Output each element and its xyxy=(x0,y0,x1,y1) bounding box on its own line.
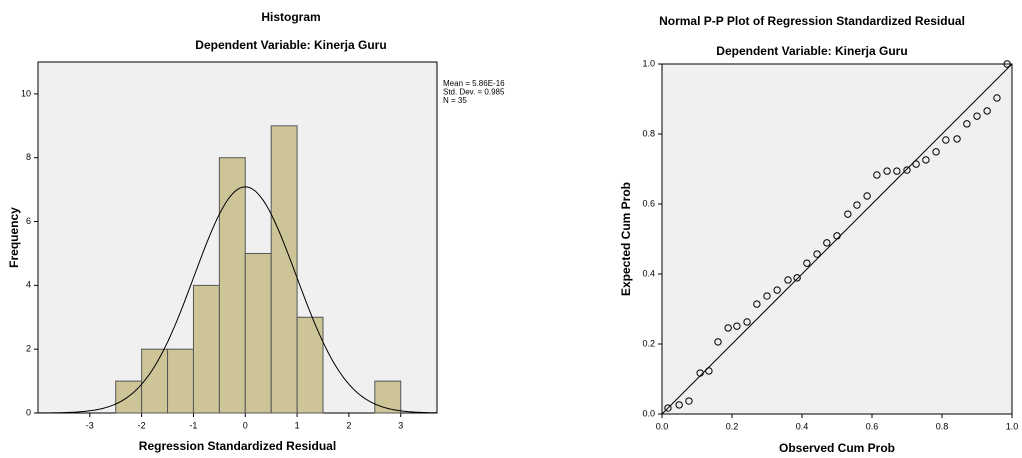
y-tick-label: 0.0 xyxy=(642,408,655,418)
x-tick-label: -2 xyxy=(138,420,146,430)
stat-label: N = 35 xyxy=(443,96,467,105)
x-tick-label: 1 xyxy=(295,420,300,430)
x-tick-label: -3 xyxy=(86,420,94,430)
bar xyxy=(271,126,297,413)
y-tick-label: 0.2 xyxy=(642,338,655,348)
x-axis-label: Regression Standardized Residual xyxy=(139,439,336,453)
y-tick-label: 0.4 xyxy=(642,268,655,278)
bar xyxy=(297,317,323,413)
x-tick-label: 0.8 xyxy=(936,421,949,431)
y-tick-label: 10 xyxy=(21,88,31,98)
bar xyxy=(219,158,245,413)
bar xyxy=(168,349,194,413)
chart: Histogram Dependent Variable: Kinerja Gur… xyxy=(0,0,1022,458)
chart-subtitle: Dependent Variable: Kinerja Guru xyxy=(716,44,907,58)
x-tick-label: -1 xyxy=(189,420,197,430)
x-tick-label: 3 xyxy=(398,420,403,430)
x-tick-label: 0.6 xyxy=(866,421,879,431)
x-tick-label: 0.0 xyxy=(656,421,669,431)
x-tick-label: 0.2 xyxy=(726,421,739,431)
bar xyxy=(142,349,168,413)
chart-subtitle: Dependent Variable: Kinerja Guru xyxy=(195,38,386,52)
x-tick-label: 0 xyxy=(243,420,248,430)
y-axis-label: Frequency xyxy=(7,207,21,268)
y-axis-label: Expected Cum Prob xyxy=(619,182,633,296)
bar xyxy=(245,253,271,413)
x-tick-label: 2 xyxy=(346,420,351,430)
y-tick-label: 6 xyxy=(26,216,31,226)
x-tick-label: 1.0 xyxy=(1006,421,1019,431)
x-axis-label: Observed Cum Prob xyxy=(779,441,895,455)
chart-title: Histogram xyxy=(261,10,320,24)
y-tick-label: 4 xyxy=(26,280,31,290)
chart-title: Normal P-P Plot of Regression Standardiz… xyxy=(659,14,965,28)
y-tick-label: 2 xyxy=(26,344,31,354)
x-tick-label: 0.4 xyxy=(796,421,809,431)
bar xyxy=(116,381,142,413)
y-tick-label: 0 xyxy=(26,407,31,417)
y-tick-label: 8 xyxy=(26,152,31,162)
y-tick-label: 1.0 xyxy=(642,58,655,68)
bar xyxy=(193,285,219,413)
y-tick-label: 0.6 xyxy=(642,198,655,208)
y-tick-label: 0.8 xyxy=(642,128,655,138)
